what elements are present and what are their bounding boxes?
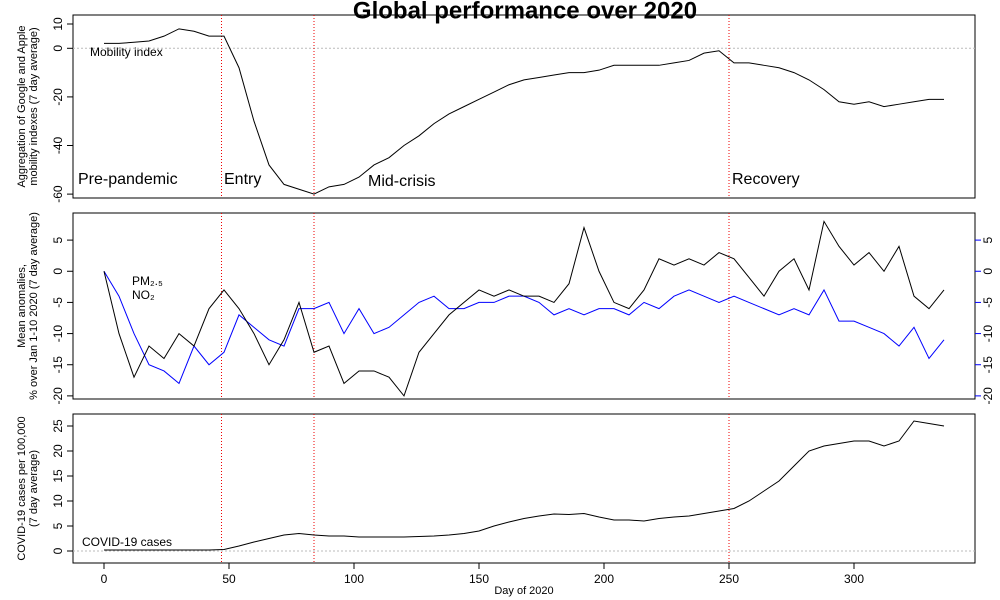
- y-axis-label: mobility indexes (7 day average): [28, 27, 40, 185]
- legend-label: COVID-19 cases: [82, 535, 172, 549]
- legend-label: Mobility index: [90, 45, 163, 59]
- legend-label: NO₂: [132, 288, 155, 302]
- x-tick-label: 250: [719, 572, 739, 586]
- y-tick-label: 5: [51, 522, 65, 529]
- y2-tick-label: -5: [981, 297, 995, 308]
- data-line: [104, 420, 945, 551]
- y-tick-label: -10: [51, 325, 65, 343]
- x-tick-label: 0: [101, 572, 108, 586]
- y-tick-label: -60: [51, 185, 65, 203]
- x-tick-label: 150: [469, 572, 489, 586]
- data-line: [104, 28, 944, 195]
- phase-label: Entry: [224, 171, 261, 188]
- y-axis-label: % over Jan 1-10 2020 (7 day average): [28, 212, 40, 400]
- y2-tick-label: 0: [981, 268, 995, 275]
- y-tick-label: 15: [51, 469, 65, 483]
- y-axis-label: COVID-19 cases per 100,000: [16, 416, 28, 560]
- y-tick-label: 0: [51, 268, 65, 275]
- y-tick-label: 25: [51, 419, 65, 433]
- legend-label: PM₂.₅: [132, 274, 163, 288]
- y2-tick-label: -20: [981, 387, 995, 405]
- x-axis-label: Day of 2020: [494, 585, 553, 597]
- y-tick-label: 0: [51, 45, 65, 52]
- phase-label: Recovery: [732, 171, 800, 188]
- y2-tick-label: -15: [981, 356, 995, 374]
- y-tick-label: -40: [51, 137, 65, 155]
- y-axis-label: (7 day average): [28, 450, 40, 527]
- x-tick-label: 100: [344, 572, 364, 586]
- y-tick-label: -5: [51, 297, 65, 308]
- y-tick-label: 10: [51, 17, 65, 31]
- plot-frame: [72, 212, 976, 400]
- plot-frame: [72, 14, 976, 199]
- y-tick-label: -20: [51, 387, 65, 405]
- x-tick-label: 300: [844, 572, 864, 586]
- y-tick-label: -20: [51, 88, 65, 106]
- y-axis-label: Mean anomalies,: [16, 264, 28, 348]
- plot-frame: [72, 413, 976, 564]
- y-tick-label: 0: [51, 547, 65, 554]
- y-tick-label: 20: [51, 444, 65, 458]
- y-axis-label: Aggregation of Google and Apple: [16, 25, 28, 187]
- y2-tick-label: 5: [981, 236, 995, 243]
- data-line: [103, 271, 945, 385]
- data-line: [103, 220, 945, 397]
- y-tick-label: 10: [51, 494, 65, 508]
- phase-label: Mid-crisis: [368, 173, 436, 190]
- chart-title: Global performance over 2020: [353, 0, 697, 24]
- phase-label: Pre-pandemic: [78, 171, 178, 188]
- y-tick-label: 5: [51, 236, 65, 243]
- x-tick-label: 50: [222, 572, 236, 586]
- x-tick-label: 200: [594, 572, 614, 586]
- y-tick-label: -15: [51, 356, 65, 374]
- y2-tick-label: -10: [981, 325, 995, 343]
